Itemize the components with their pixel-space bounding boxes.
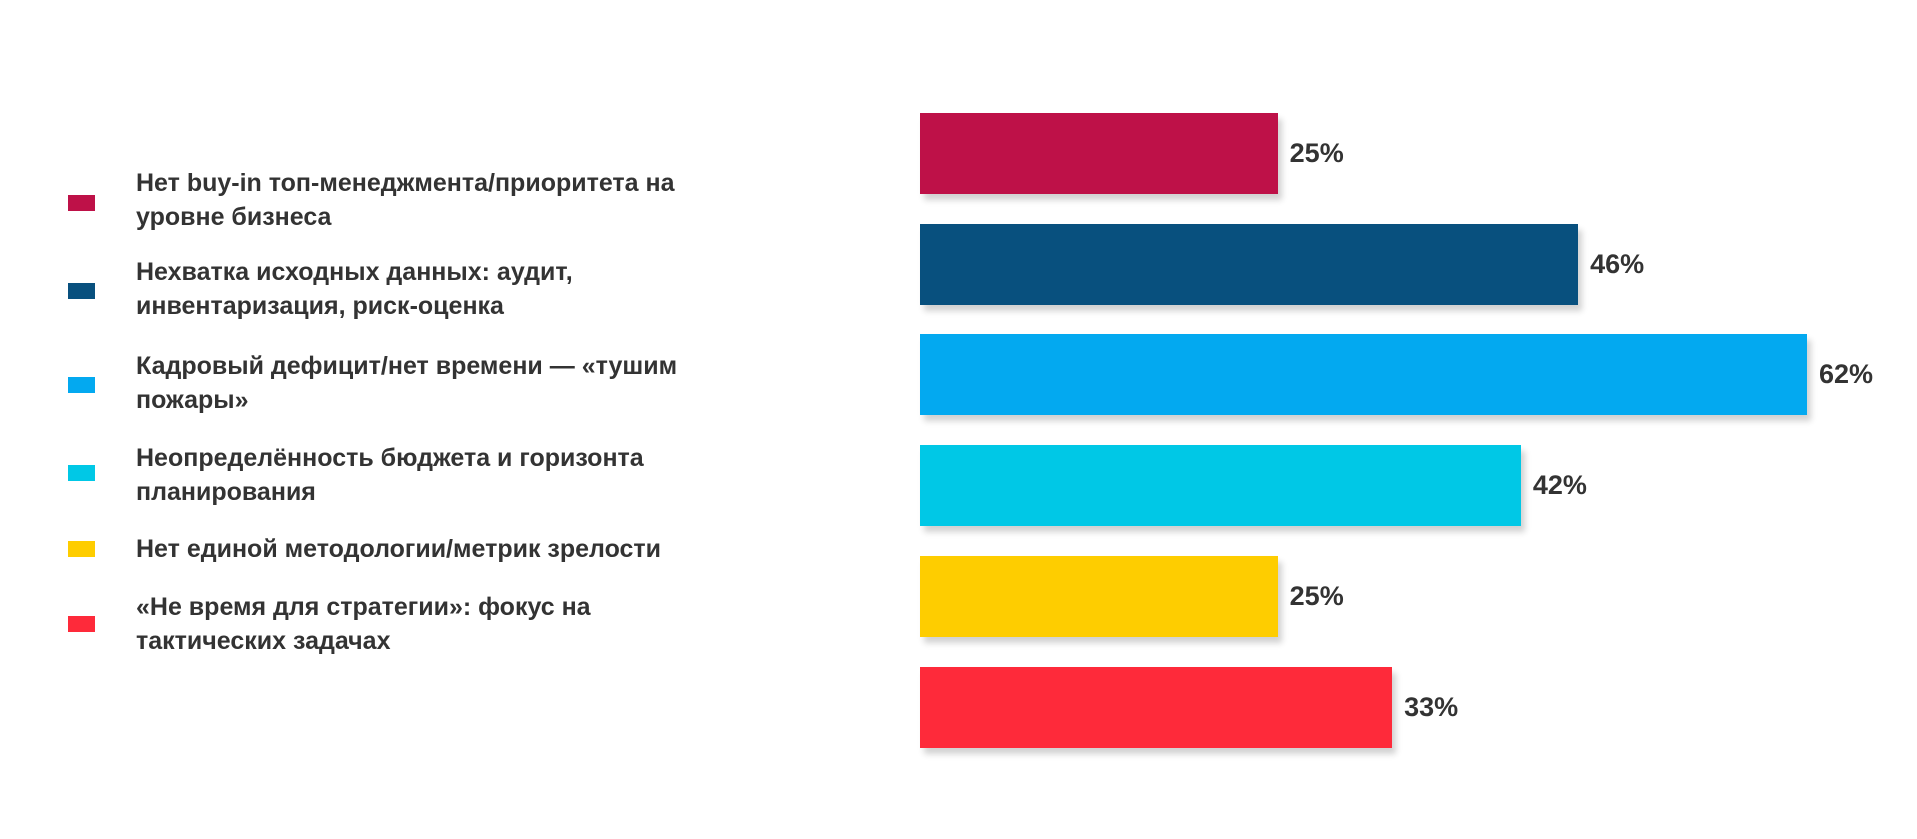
legend-swatch xyxy=(68,616,95,632)
legend-label: Неопределённость бюджета и горизонта пла… xyxy=(136,444,644,506)
legend-label: Нехватка исходных данных: аудит, инвента… xyxy=(136,258,573,320)
value-label: 46% xyxy=(1590,249,1645,279)
legend-swatch xyxy=(68,283,95,299)
value-label: 42% xyxy=(1532,470,1587,500)
legend-label: «Не время для стратегии»: фокус на такти… xyxy=(136,593,591,655)
bar xyxy=(920,334,1807,415)
bar xyxy=(920,556,1278,637)
legend-swatch xyxy=(68,541,95,557)
value-label: 33% xyxy=(1404,692,1459,722)
bar xyxy=(920,113,1278,194)
legend-label: Кадровый дефицит/нет времени — «тушим по… xyxy=(136,352,678,414)
legend-swatch xyxy=(68,465,95,481)
legend-label: Нет buy-in топ-менеджмента/приоритета на… xyxy=(136,169,675,231)
value-label: 62% xyxy=(1819,359,1874,389)
legend-swatch xyxy=(68,377,95,393)
bar xyxy=(920,224,1579,305)
legend-label: Нет единой методологии/метрик зрелости xyxy=(136,535,662,563)
bar xyxy=(920,445,1521,526)
value-label: 25% xyxy=(1289,138,1344,168)
bar xyxy=(920,667,1393,748)
value-label: 25% xyxy=(1289,581,1344,611)
legend-swatch xyxy=(68,195,95,211)
